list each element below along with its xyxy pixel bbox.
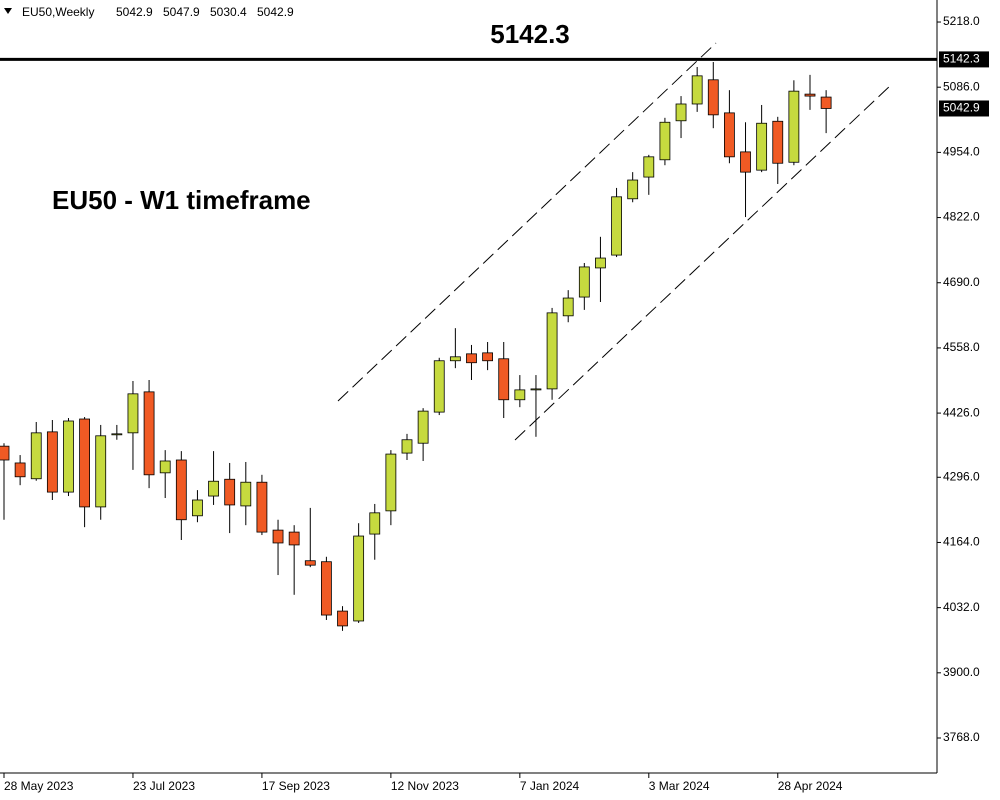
annotation: EU50 - W1 timeframe: [52, 185, 311, 215]
y-tick-label: 4954.0: [943, 145, 980, 159]
candle-body: [691, 75, 703, 105]
header-value: 5042.9: [116, 5, 153, 19]
candle-body: [353, 535, 365, 622]
candle-body: [95, 435, 107, 508]
candle-body: [208, 480, 219, 497]
candle-body: [433, 360, 445, 413]
candle-body: [79, 418, 90, 508]
x-tick-label: 3 Mar 2024: [649, 779, 710, 793]
x-tick-label: 7 Jan 2024: [520, 779, 580, 793]
y-tick-label: 4296.0: [943, 469, 980, 483]
candle-body: [466, 353, 477, 364]
candle-body: [562, 297, 574, 317]
candle-body: [30, 432, 42, 480]
header-value: 5047.9: [163, 5, 200, 19]
x-tick-label: 12 Nov 2023: [391, 779, 459, 793]
y-tick-label: 3900.0: [943, 665, 980, 679]
candle-body: [740, 151, 751, 173]
candle-body: [643, 156, 655, 178]
candle-body: [63, 420, 74, 493]
candle-body: [546, 312, 558, 390]
y-tick-label: 4032.0: [943, 600, 980, 614]
candle-body: [256, 481, 268, 533]
price-box: [939, 100, 989, 117]
header-value: 5042.9: [257, 5, 294, 19]
candle-body: [320, 561, 332, 616]
y-tick-label: 4558.0: [943, 340, 980, 354]
candle-body: [675, 103, 687, 122]
y-tick-label: 4426.0: [943, 405, 980, 419]
y-tick-label: 4822.0: [943, 210, 980, 224]
candle-body: [159, 460, 171, 474]
y-tick-label: 4164.0: [943, 535, 980, 549]
candle-body: [611, 196, 622, 256]
candle-body: [659, 121, 671, 161]
candle-body: [369, 512, 381, 535]
level-box: [939, 51, 989, 68]
candle-body: [127, 393, 139, 434]
candle-body: [401, 439, 413, 454]
candle-body: [578, 266, 590, 298]
candle-body: [595, 257, 606, 269]
candle-body: [192, 499, 203, 517]
y-tick-label: 3768.0: [943, 730, 980, 744]
candle-body: [482, 352, 494, 362]
header-value: 5030.4: [210, 5, 247, 19]
candle-body: [111, 433, 123, 436]
candle-body: [304, 560, 316, 566]
candle-body: [707, 79, 719, 116]
candle-body: [530, 388, 542, 391]
candle-body: [724, 112, 735, 158]
header-arrow[interactable]: [4, 8, 12, 14]
symbol: EU50,Weekly: [22, 5, 94, 19]
level-annotation: 5142.3: [490, 19, 570, 49]
candle-body: [788, 90, 800, 163]
level-label: 5142.3: [943, 52, 980, 66]
candle-body: [46, 431, 58, 493]
channel-lower: [514, 83, 893, 441]
x-tick-label: 17 Sep 2023: [262, 779, 330, 793]
candle-body: [0, 445, 10, 461]
candle-body: [272, 529, 284, 544]
candle-body: [385, 453, 397, 512]
candle-body: [175, 459, 187, 521]
candle-body: [627, 179, 639, 200]
candle-body: [756, 122, 768, 171]
candle-body: [514, 389, 526, 401]
price-label: 5042.9: [943, 101, 980, 115]
x-tick-label: 23 Jul 2023: [133, 779, 195, 793]
candle-body: [224, 478, 236, 506]
candle-body: [820, 96, 832, 109]
candle-body: [417, 410, 429, 444]
candle-body: [449, 356, 461, 362]
y-tick-label: 5218.0: [943, 14, 980, 28]
candle-body: [498, 358, 510, 401]
candle-body: [288, 531, 300, 546]
x-tick-label: 28 Apr 2024: [778, 779, 843, 793]
candle-body: [772, 120, 784, 164]
candle-body: [14, 462, 26, 478]
candle-body: [143, 391, 155, 476]
y-tick-label: 5086.0: [943, 79, 980, 93]
candle-body: [337, 610, 348, 627]
channel-upper: [337, 42, 717, 402]
candle-body: [804, 93, 816, 97]
header-values: 5042.9 5047.9 5030.4 5042.9: [116, 5, 294, 19]
y-tick-label: 4690.0: [943, 275, 980, 289]
candle-body: [240, 481, 252, 507]
x-tick-label: 28 May 2023: [4, 779, 74, 793]
